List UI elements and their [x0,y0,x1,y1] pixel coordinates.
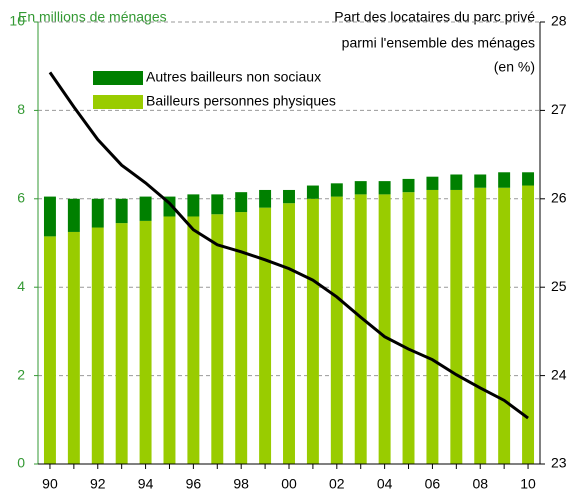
x-tick-label: 94 [138,476,154,492]
bar [426,189,439,464]
x-tick-label: 02 [329,476,345,492]
bar [67,198,80,232]
bar [283,203,295,464]
y-tick-label: 6 [17,190,25,206]
y2-tick-label: 23 [551,455,567,471]
bar [259,189,272,208]
bar [211,194,224,215]
bar [163,216,176,464]
x-tick-label: 08 [472,476,488,492]
y2-axis-title: parmi l'ensemble des ménages [342,35,535,51]
bar [139,196,152,221]
bar [474,174,487,188]
bar [43,196,56,237]
bar [259,207,272,464]
y-tick-label: 0 [17,455,25,471]
x-tick-label: 98 [233,476,249,492]
x-tick-label: 04 [377,476,393,492]
bar [450,189,463,464]
bar [235,212,248,464]
y2-tick-label: 24 [551,366,567,382]
bar [91,227,104,464]
y-tick-label: 4 [17,278,25,294]
bar [474,187,487,464]
bar [211,214,224,464]
bar [187,194,200,217]
bar [306,185,319,199]
bar [235,192,248,213]
bar [354,194,367,464]
bar [402,178,415,193]
y2-tick-label: 27 [551,101,567,117]
x-tick-label: 00 [281,476,297,492]
x-tick-label: 06 [425,476,441,492]
bar [522,185,535,465]
x-tick-label: 10 [520,476,536,492]
bar [330,183,343,197]
bar [522,172,535,186]
bar [283,189,295,204]
bar [115,223,128,464]
bar [354,181,367,195]
legend-swatch [93,95,143,109]
bar [43,236,56,464]
legend-swatch [93,71,143,85]
bar [330,196,343,464]
bar [498,187,511,464]
y-axis-title: En millions de ménages [18,9,167,25]
y2-axis-title: Part des locataires du parc privé [334,9,535,25]
legend-label: Autres bailleurs non sociaux [146,69,321,85]
legend-label: Bailleurs personnes physiques [146,93,336,109]
y2-axis-title: (en %) [494,59,535,75]
bar [187,216,200,464]
x-tick-label: 96 [186,476,202,492]
x-tick-label: 90 [42,476,58,492]
bar [306,198,319,465]
bar [67,231,80,464]
y2-tick-label: 28 [551,13,567,29]
y2-tick-label: 25 [551,278,567,294]
line [48,71,529,420]
bar [498,172,511,188]
y-tick-label: 8 [17,101,25,117]
bar [426,176,439,190]
bar [402,192,415,465]
bar [378,181,391,195]
bar [115,198,128,224]
bar [91,198,104,228]
y2-tick-label: 26 [551,190,567,206]
y-tick-label: 2 [17,366,25,382]
bar [163,196,176,217]
y-tick-label: 10 [9,13,25,29]
x-tick-label: 92 [90,476,106,492]
bar [378,194,391,464]
bar [139,220,152,464]
bar [450,174,463,190]
